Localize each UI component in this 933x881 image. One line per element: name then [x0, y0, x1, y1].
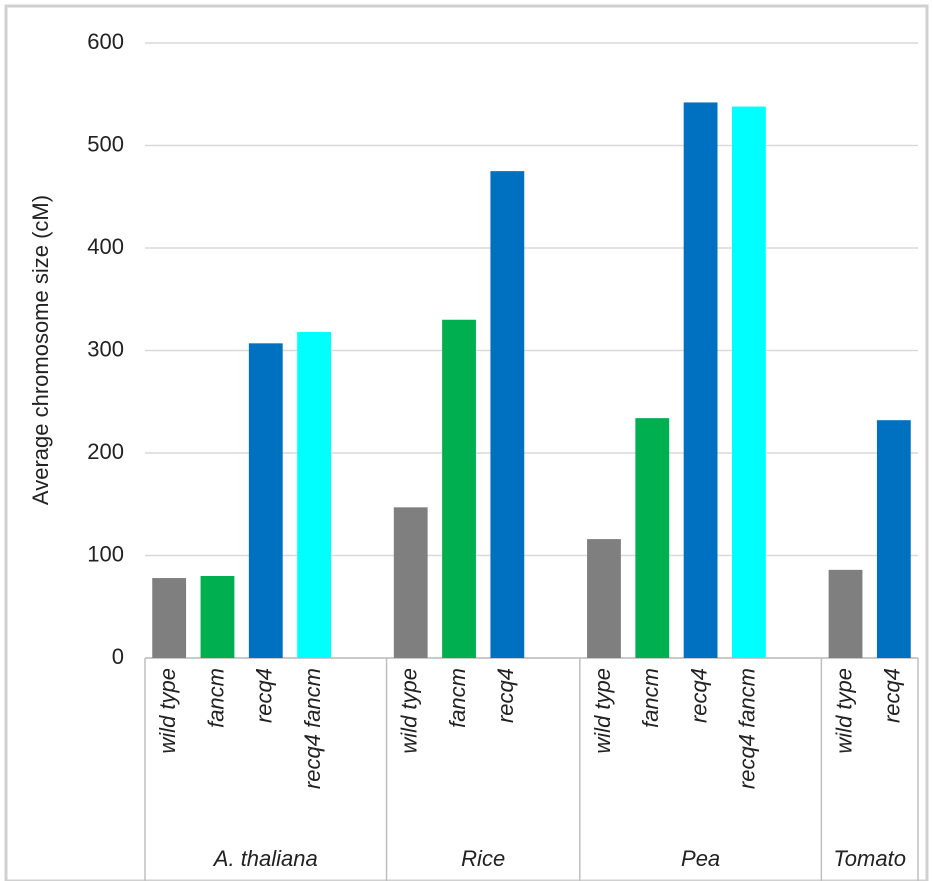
group-label: A. thaliana	[212, 846, 318, 871]
bar	[635, 418, 670, 658]
x-tick-label: recq4 fancm	[300, 668, 325, 789]
y-tick-label: 100	[87, 541, 124, 566]
x-tick-label: recq4	[880, 668, 905, 723]
bar	[683, 102, 718, 658]
y-tick-label: 400	[87, 234, 124, 259]
y-tick-label: 600	[87, 29, 124, 54]
x-tick-label: wild type	[397, 668, 422, 754]
x-tick-label: recq4	[686, 668, 711, 723]
x-tick-label: wild type	[590, 668, 615, 754]
x-tick-label: fancm	[203, 668, 228, 728]
bar	[490, 171, 525, 658]
bar	[248, 343, 283, 658]
group-label: Tomato	[833, 846, 906, 871]
x-tick-label: fancm	[445, 668, 470, 728]
bar	[876, 420, 911, 658]
x-tick-label: fancm	[638, 668, 663, 728]
y-axis-label: Average chromosome size (cM)	[28, 195, 53, 505]
frame	[4, 4, 929, 881]
bar	[393, 507, 428, 658]
x-tick-label: wild type	[155, 668, 180, 754]
x-tick-label: recq4	[493, 668, 518, 723]
y-tick-label: 200	[87, 439, 124, 464]
group-label: Pea	[681, 846, 720, 871]
bar	[731, 106, 766, 659]
x-tick-label: wild type	[831, 668, 856, 754]
y-tick-label: 0	[112, 644, 124, 669]
x-tick-label: recq4 fancm	[735, 668, 760, 789]
x-tick-label: recq4	[252, 668, 277, 723]
bar	[442, 319, 476, 658]
bar	[828, 569, 863, 658]
y-tick-label: 500	[87, 131, 124, 156]
bar	[152, 578, 187, 658]
group-label: Rice	[461, 846, 505, 871]
bar	[297, 332, 332, 658]
bar	[587, 539, 621, 658]
y-tick-label: 300	[87, 336, 124, 361]
bar	[200, 576, 235, 658]
